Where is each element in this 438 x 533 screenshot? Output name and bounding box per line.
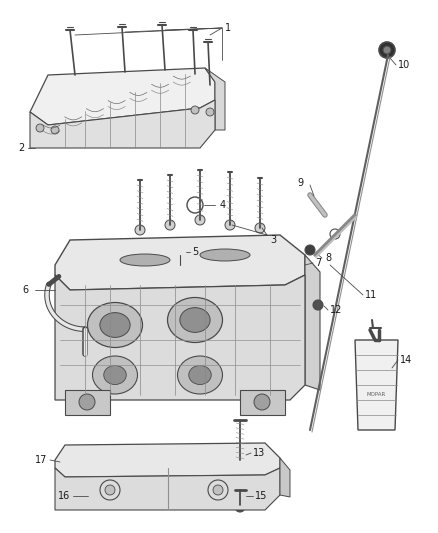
Polygon shape (355, 340, 398, 430)
Text: MOPAR: MOPAR (366, 392, 385, 398)
Ellipse shape (88, 303, 142, 348)
Ellipse shape (92, 356, 138, 394)
Circle shape (234, 456, 246, 468)
Text: 7: 7 (315, 258, 321, 268)
Ellipse shape (180, 308, 210, 333)
Ellipse shape (177, 356, 223, 394)
Text: 14: 14 (400, 355, 412, 365)
Circle shape (77, 351, 93, 367)
Circle shape (191, 106, 199, 114)
Polygon shape (55, 468, 280, 510)
Text: 5: 5 (192, 247, 198, 257)
Ellipse shape (167, 297, 223, 343)
Circle shape (36, 124, 44, 132)
Text: 2: 2 (18, 143, 24, 153)
Text: 11: 11 (365, 290, 377, 300)
Circle shape (379, 42, 395, 58)
Text: 1: 1 (225, 23, 231, 33)
Circle shape (313, 300, 323, 310)
Circle shape (105, 485, 115, 495)
Ellipse shape (189, 366, 211, 384)
Text: 15: 15 (255, 491, 267, 501)
Text: 16: 16 (58, 491, 70, 501)
Circle shape (254, 394, 270, 410)
Polygon shape (55, 443, 280, 477)
FancyBboxPatch shape (65, 390, 110, 415)
Ellipse shape (100, 313, 130, 337)
Polygon shape (205, 68, 225, 130)
Text: 9: 9 (297, 178, 303, 188)
Circle shape (255, 223, 265, 233)
Circle shape (71, 345, 99, 373)
Circle shape (195, 215, 205, 225)
Circle shape (213, 485, 223, 495)
Text: 4: 4 (220, 200, 226, 210)
Polygon shape (280, 458, 290, 497)
Text: 3: 3 (270, 235, 276, 245)
Circle shape (79, 394, 95, 410)
Circle shape (89, 485, 111, 507)
Text: 17: 17 (35, 455, 47, 465)
Text: 13: 13 (253, 448, 265, 458)
Ellipse shape (104, 366, 126, 384)
Circle shape (165, 220, 175, 230)
Text: 8: 8 (325, 253, 331, 263)
FancyBboxPatch shape (240, 390, 285, 415)
Circle shape (225, 220, 235, 230)
Circle shape (206, 108, 214, 116)
Circle shape (383, 46, 391, 54)
Circle shape (235, 502, 245, 512)
Text: 10: 10 (398, 60, 410, 70)
Circle shape (51, 126, 59, 134)
Polygon shape (305, 255, 320, 390)
Text: 6: 6 (22, 285, 28, 295)
Text: 12: 12 (330, 305, 343, 315)
Circle shape (305, 245, 315, 255)
Circle shape (94, 490, 106, 502)
Polygon shape (55, 235, 305, 290)
Ellipse shape (200, 249, 250, 261)
Polygon shape (30, 68, 215, 125)
Polygon shape (55, 275, 305, 400)
Polygon shape (30, 100, 215, 148)
Ellipse shape (120, 254, 170, 266)
Circle shape (135, 225, 145, 235)
